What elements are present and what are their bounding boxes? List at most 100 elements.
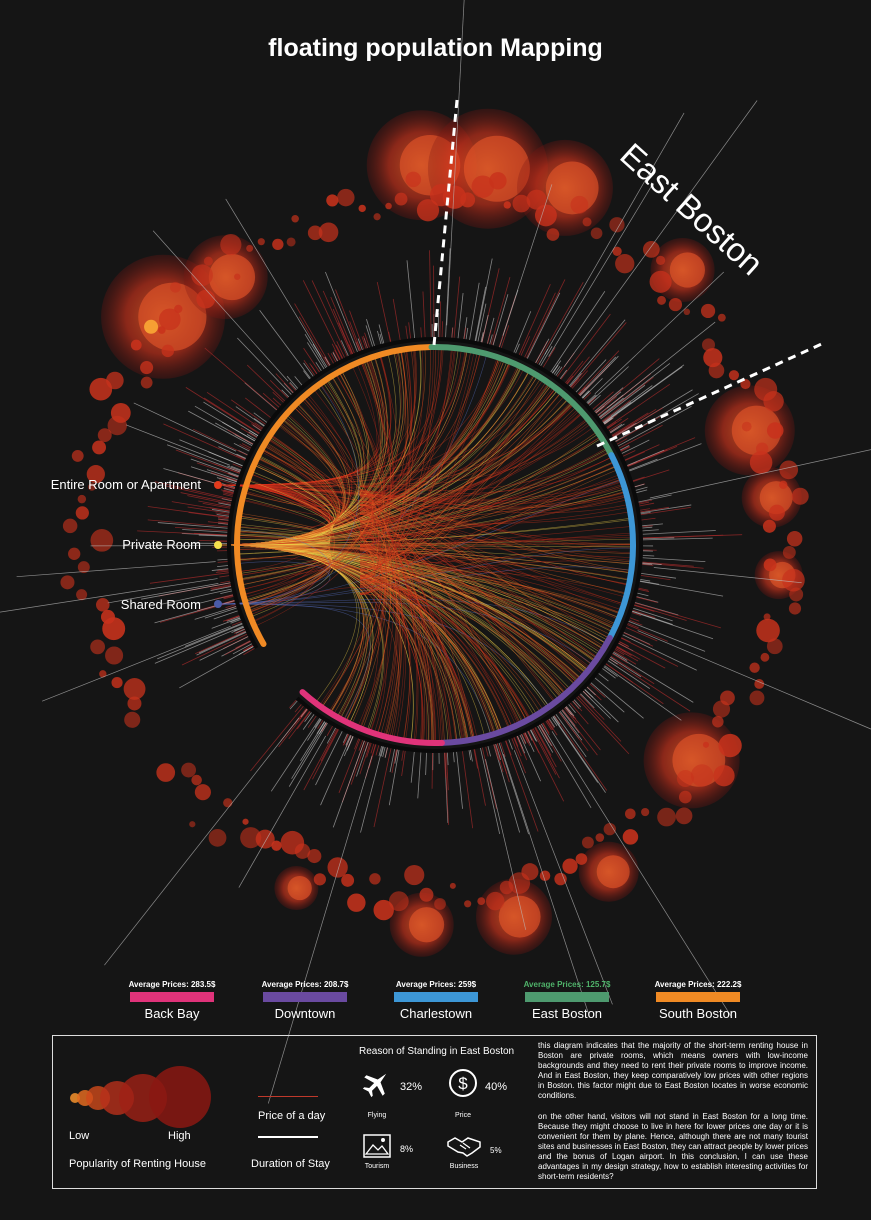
popularity-bubble — [71, 449, 84, 462]
spike — [187, 495, 232, 505]
flow-curve — [359, 389, 556, 504]
spike — [576, 697, 630, 755]
spike — [577, 695, 622, 742]
flow-curve — [359, 481, 621, 509]
spike — [384, 747, 388, 758]
spike — [595, 391, 622, 414]
spike — [288, 382, 297, 391]
flow-curve — [217, 484, 474, 738]
spike — [642, 526, 653, 529]
long-spike — [637, 630, 871, 730]
spike — [640, 504, 692, 514]
spike — [340, 340, 349, 357]
popularity-bubble — [539, 870, 551, 882]
flow-curve — [259, 457, 375, 582]
spike — [362, 335, 368, 349]
spike — [551, 717, 558, 726]
spike — [342, 733, 348, 743]
flow-curve — [359, 466, 615, 578]
spike — [565, 360, 584, 384]
spike — [219, 575, 230, 578]
flow-curve — [217, 544, 586, 671]
spike — [607, 418, 622, 429]
spike — [317, 720, 324, 729]
spike — [392, 298, 401, 341]
spike — [241, 443, 252, 449]
popularity-bubble — [712, 715, 724, 728]
spike — [198, 540, 228, 542]
neighborhood-name: South Boston — [658, 1006, 738, 1021]
popularity-bubble — [749, 451, 773, 474]
spike — [587, 366, 629, 405]
spike — [633, 604, 655, 612]
spike — [185, 387, 260, 435]
spike — [642, 561, 694, 567]
spike — [218, 502, 231, 506]
popularity-bubble — [766, 638, 783, 655]
popularity-bubble — [762, 519, 776, 533]
flow-curve — [217, 351, 466, 486]
spike — [343, 735, 354, 757]
spike — [239, 443, 251, 451]
popularity-bubble — [286, 237, 296, 247]
spike — [303, 362, 314, 377]
spike — [642, 554, 655, 557]
popularity-bubble — [194, 784, 211, 801]
spike — [539, 724, 552, 747]
spike — [534, 727, 557, 768]
spike — [338, 738, 361, 794]
spike — [249, 430, 259, 437]
flow-curve — [359, 498, 403, 736]
spike — [481, 314, 489, 343]
popularity-bubble — [718, 733, 742, 758]
spike — [612, 422, 637, 438]
spike — [288, 710, 311, 740]
spike — [166, 444, 241, 473]
spike — [391, 749, 397, 773]
spike — [513, 737, 522, 757]
spike — [565, 706, 577, 720]
spike — [640, 511, 651, 515]
popularity-bubble — [394, 192, 408, 206]
spike — [251, 423, 262, 431]
popularity-bubble — [196, 289, 216, 309]
flow-curve — [217, 544, 331, 580]
spike — [190, 458, 239, 477]
spike — [243, 645, 254, 652]
spike — [211, 568, 229, 571]
spike — [620, 445, 630, 452]
spike — [560, 313, 611, 380]
spike — [405, 325, 408, 339]
spike — [326, 727, 337, 744]
spike — [223, 595, 234, 599]
spike — [380, 746, 384, 757]
spike — [216, 477, 237, 484]
flow-curve — [359, 349, 453, 547]
popularity-bubble — [700, 303, 716, 319]
flow-curve — [359, 546, 578, 680]
spike — [222, 484, 235, 490]
spike — [312, 729, 339, 780]
spike — [539, 724, 562, 762]
popularity-bubble — [416, 199, 440, 222]
flow-curve — [359, 514, 597, 657]
spike — [623, 632, 654, 647]
popularity-bubble — [272, 238, 284, 251]
spike — [611, 412, 649, 436]
spike — [275, 373, 294, 393]
spike — [625, 627, 658, 642]
spike — [330, 353, 337, 363]
popularity-bubble — [223, 798, 233, 808]
spike — [552, 716, 606, 793]
spike — [513, 311, 532, 353]
spike — [322, 290, 352, 355]
flow-curve — [217, 351, 406, 486]
spike — [350, 741, 367, 785]
spike — [198, 631, 247, 654]
popularity-bubble — [208, 828, 227, 847]
spike — [520, 734, 526, 745]
spike — [316, 721, 325, 734]
popularity-scale-icon — [70, 1066, 211, 1128]
flow-curve — [217, 427, 593, 488]
spike — [331, 343, 341, 360]
